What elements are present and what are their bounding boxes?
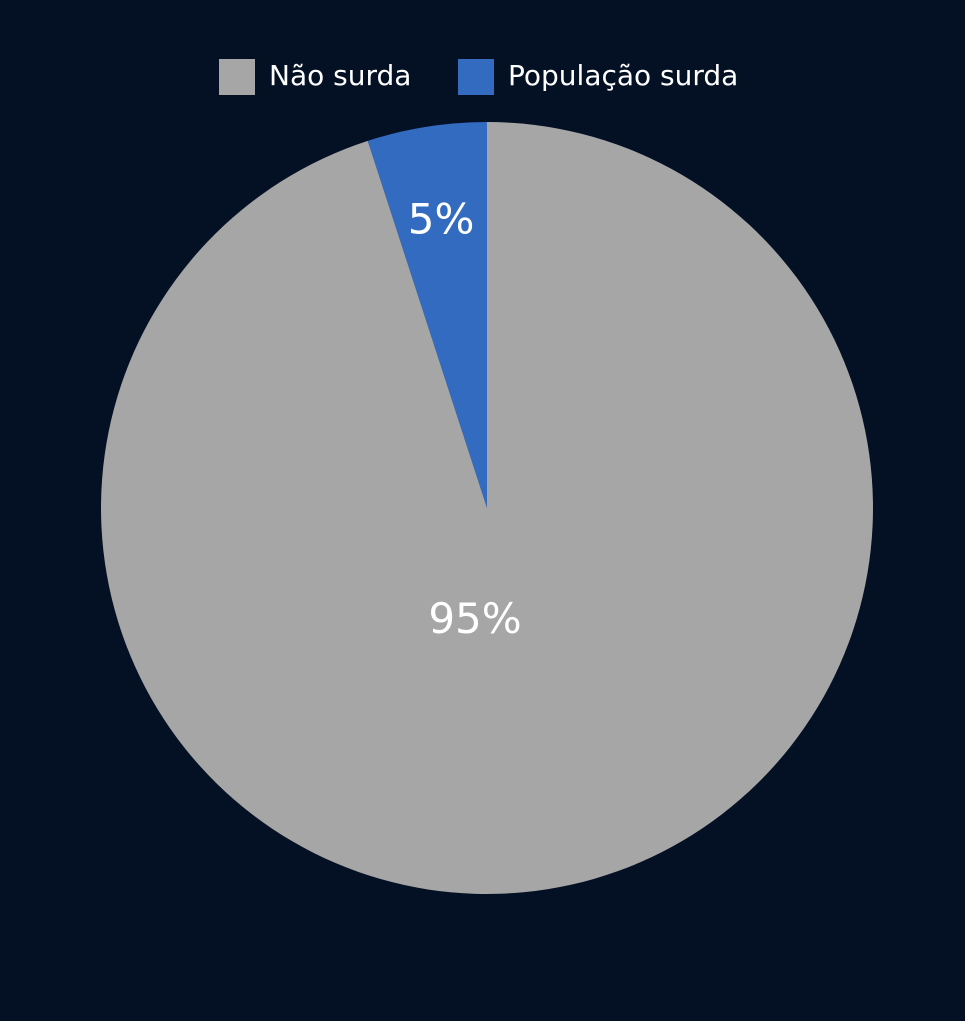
legend-swatch-populacao-surda — [458, 59, 494, 95]
pie-slice-nao-surda — [100, 122, 874, 895]
legend-label-nao-surda: Não surda — [269, 59, 411, 92]
slice-label-populacao-surda: 5% — [408, 194, 475, 243]
legend-label-populacao-surda: População surda — [508, 59, 738, 92]
legend-swatch-nao-surda — [219, 59, 255, 95]
legend: Não surda População surda — [219, 59, 738, 95]
pie-slices — [100, 122, 874, 895]
pie-slice-labels: 5% 95% — [408, 194, 522, 643]
pie-slice-populacao-surda — [367, 122, 487, 508]
slice-label-nao-surda: 95% — [428, 594, 521, 643]
